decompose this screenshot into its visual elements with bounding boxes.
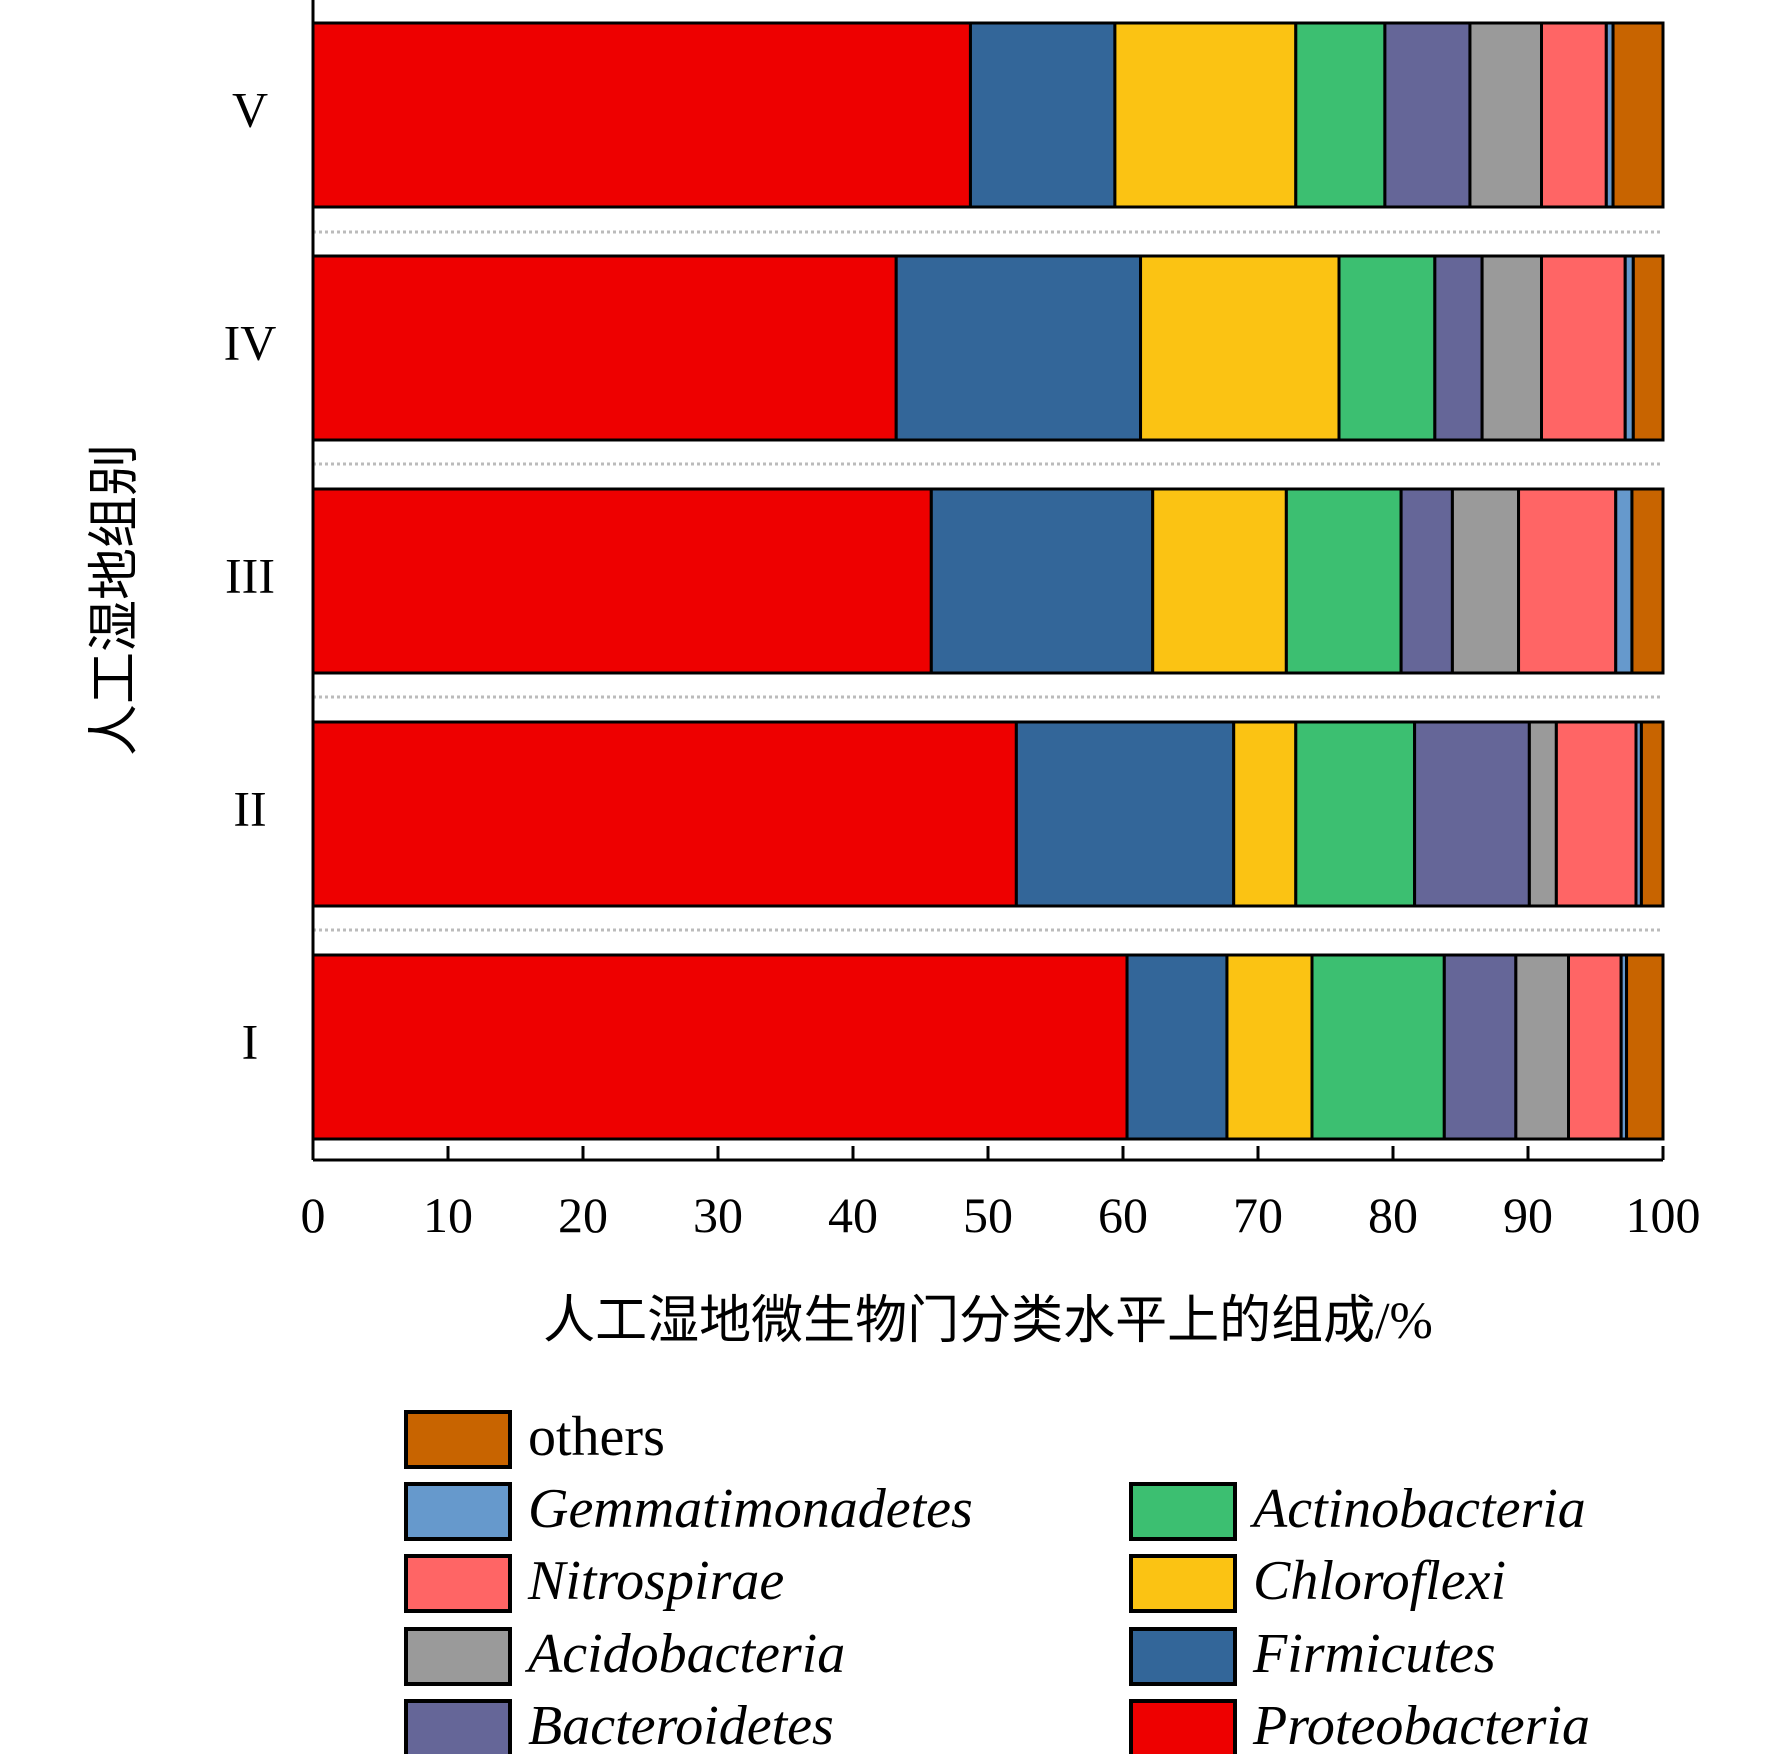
bar-segment-II-bacteroidetes: [1413, 720, 1531, 908]
legend-label-proteobacteria: Proteobacteria: [1252, 1695, 1590, 1754]
bar-segment-I-actinobacteria: [1310, 953, 1446, 1141]
category-label: IV: [224, 314, 277, 370]
x-tick-label: 60: [1098, 1187, 1148, 1243]
bar-segment-I-nitrospirae: [1567, 953, 1623, 1141]
bar-segment-II-proteobacteria: [311, 720, 1018, 908]
bar-segment-III-bacteroidetes: [1399, 487, 1454, 675]
x-axis-title: 人工湿地微生物门分类水平上的组成/%: [543, 1293, 1433, 1350]
x-tick-label: 20: [558, 1187, 608, 1243]
legend-swatch-bacteroidetes: [404, 1699, 512, 1754]
x-tick-label: 40: [828, 1187, 878, 1243]
bar-segment-I-firmicutes: [1125, 953, 1229, 1141]
legend-label-gemmatimonadetes: Gemmatimonadetes: [528, 1478, 973, 1540]
legend-swatch-proteobacteria: [1129, 1699, 1237, 1754]
bar-segment-II-nitrospirae: [1554, 720, 1638, 908]
bar-segment-III-others: [1630, 487, 1665, 675]
bar-segment-V-bacteroidetes: [1383, 21, 1472, 209]
x-tick-label: 30: [693, 1187, 743, 1243]
legend-swatch-chloroflexi: [1129, 1554, 1237, 1613]
bar-segment-I-bacteroidetes: [1442, 953, 1518, 1141]
bar-segment-I-proteobacteria: [311, 953, 1129, 1141]
bar-segment-I-others: [1625, 953, 1665, 1141]
bar-segment-II-chloroflexi: [1232, 720, 1298, 908]
bar-segment-IV-proteobacteria: [311, 254, 898, 442]
bar-segment-V-actinobacteria: [1294, 21, 1387, 209]
bar-segment-IV-others: [1631, 254, 1665, 442]
x-tick-label: 10: [423, 1187, 473, 1243]
legend-swatch-acidobacteria: [404, 1627, 512, 1686]
bar-segment-III-acidobacteria: [1450, 487, 1521, 675]
bar-segment-II-actinobacteria: [1294, 720, 1417, 908]
legend-label-bacteroidetes: Bacteroidetes: [528, 1695, 834, 1754]
bar-segment-V-acidobacteria: [1468, 21, 1543, 209]
bar-segment-II-acidobacteria: [1527, 720, 1558, 908]
bar-segment-IV-actinobacteria: [1337, 254, 1437, 442]
x-tick-label: 80: [1368, 1187, 1418, 1243]
bar-segment-IV-bacteroidetes: [1433, 254, 1484, 442]
x-tick-label: 90: [1503, 1187, 1553, 1243]
bar-segment-III-firmicutes: [929, 487, 1155, 675]
bar-segment-III-chloroflexi: [1151, 487, 1288, 675]
x-tick-label: 0: [301, 1187, 326, 1243]
x-ticks: 0 10 20 30 40 50 60 70 80 90 100: [301, 1146, 1701, 1243]
bar-segment-III-proteobacteria: [311, 487, 933, 675]
legend-label-acidobacteria: Acidobacteria: [524, 1623, 845, 1685]
bar-segment-V-others: [1611, 21, 1665, 209]
x-tick-label: 70: [1233, 1187, 1283, 1243]
legend-swatch-gemmatimonadetes: [404, 1482, 512, 1541]
y-axis-title: 人工湿地组别: [87, 444, 144, 756]
x-tick-label: 50: [963, 1187, 1013, 1243]
bar-segment-II-firmicutes: [1014, 720, 1236, 908]
legend: others Gemmatimonadetes Nitrospirae Acidoba…: [404, 1406, 1590, 1754]
bar-segment-I-acidobacteria: [1514, 953, 1570, 1141]
bar-segment-III-nitrospirae: [1517, 487, 1618, 675]
x-tick-label: 100: [1626, 1187, 1701, 1243]
bar-segment-II-others: [1639, 720, 1665, 908]
bar-segment-V-firmicutes: [968, 21, 1117, 209]
bar-segment-IV-acidobacteria: [1480, 254, 1543, 442]
bar-segment-I-chloroflexi: [1225, 953, 1314, 1141]
legend-label-nitrospirae: Nitrospirae: [527, 1550, 784, 1612]
group-separators: [313, 230, 1663, 932]
legend-label-actinobacteria: Actinobacteria: [1249, 1478, 1586, 1540]
bars: [311, 21, 1665, 1141]
category-label: V: [232, 81, 268, 137]
bar-segment-IV-nitrospirae: [1540, 254, 1627, 442]
bar-segment-V-nitrospirae: [1540, 21, 1608, 209]
category-label: III: [225, 547, 275, 603]
legend-label-chloroflexi: Chloroflexi: [1253, 1550, 1506, 1612]
legend-label-others: others: [528, 1406, 665, 1468]
legend-swatch-others: [404, 1410, 512, 1469]
category-label: I: [242, 1013, 259, 1069]
bar-segment-III-gemmatimonadetes: [1614, 487, 1634, 675]
bar-segment-IV-firmicutes: [894, 254, 1143, 442]
category-label: II: [233, 780, 266, 836]
legend-swatch-firmicutes: [1129, 1627, 1237, 1686]
bar-segment-IV-chloroflexi: [1139, 254, 1341, 442]
legend-label-firmicutes: Firmicutes: [1252, 1623, 1496, 1685]
bar-segment-V-chloroflexi: [1113, 21, 1298, 209]
legend-swatch-nitrospirae: [404, 1554, 512, 1613]
legend-swatch-actinobacteria: [1129, 1482, 1237, 1541]
bar-segment-V-proteobacteria: [311, 21, 972, 209]
bar-segment-III-actinobacteria: [1284, 487, 1403, 675]
